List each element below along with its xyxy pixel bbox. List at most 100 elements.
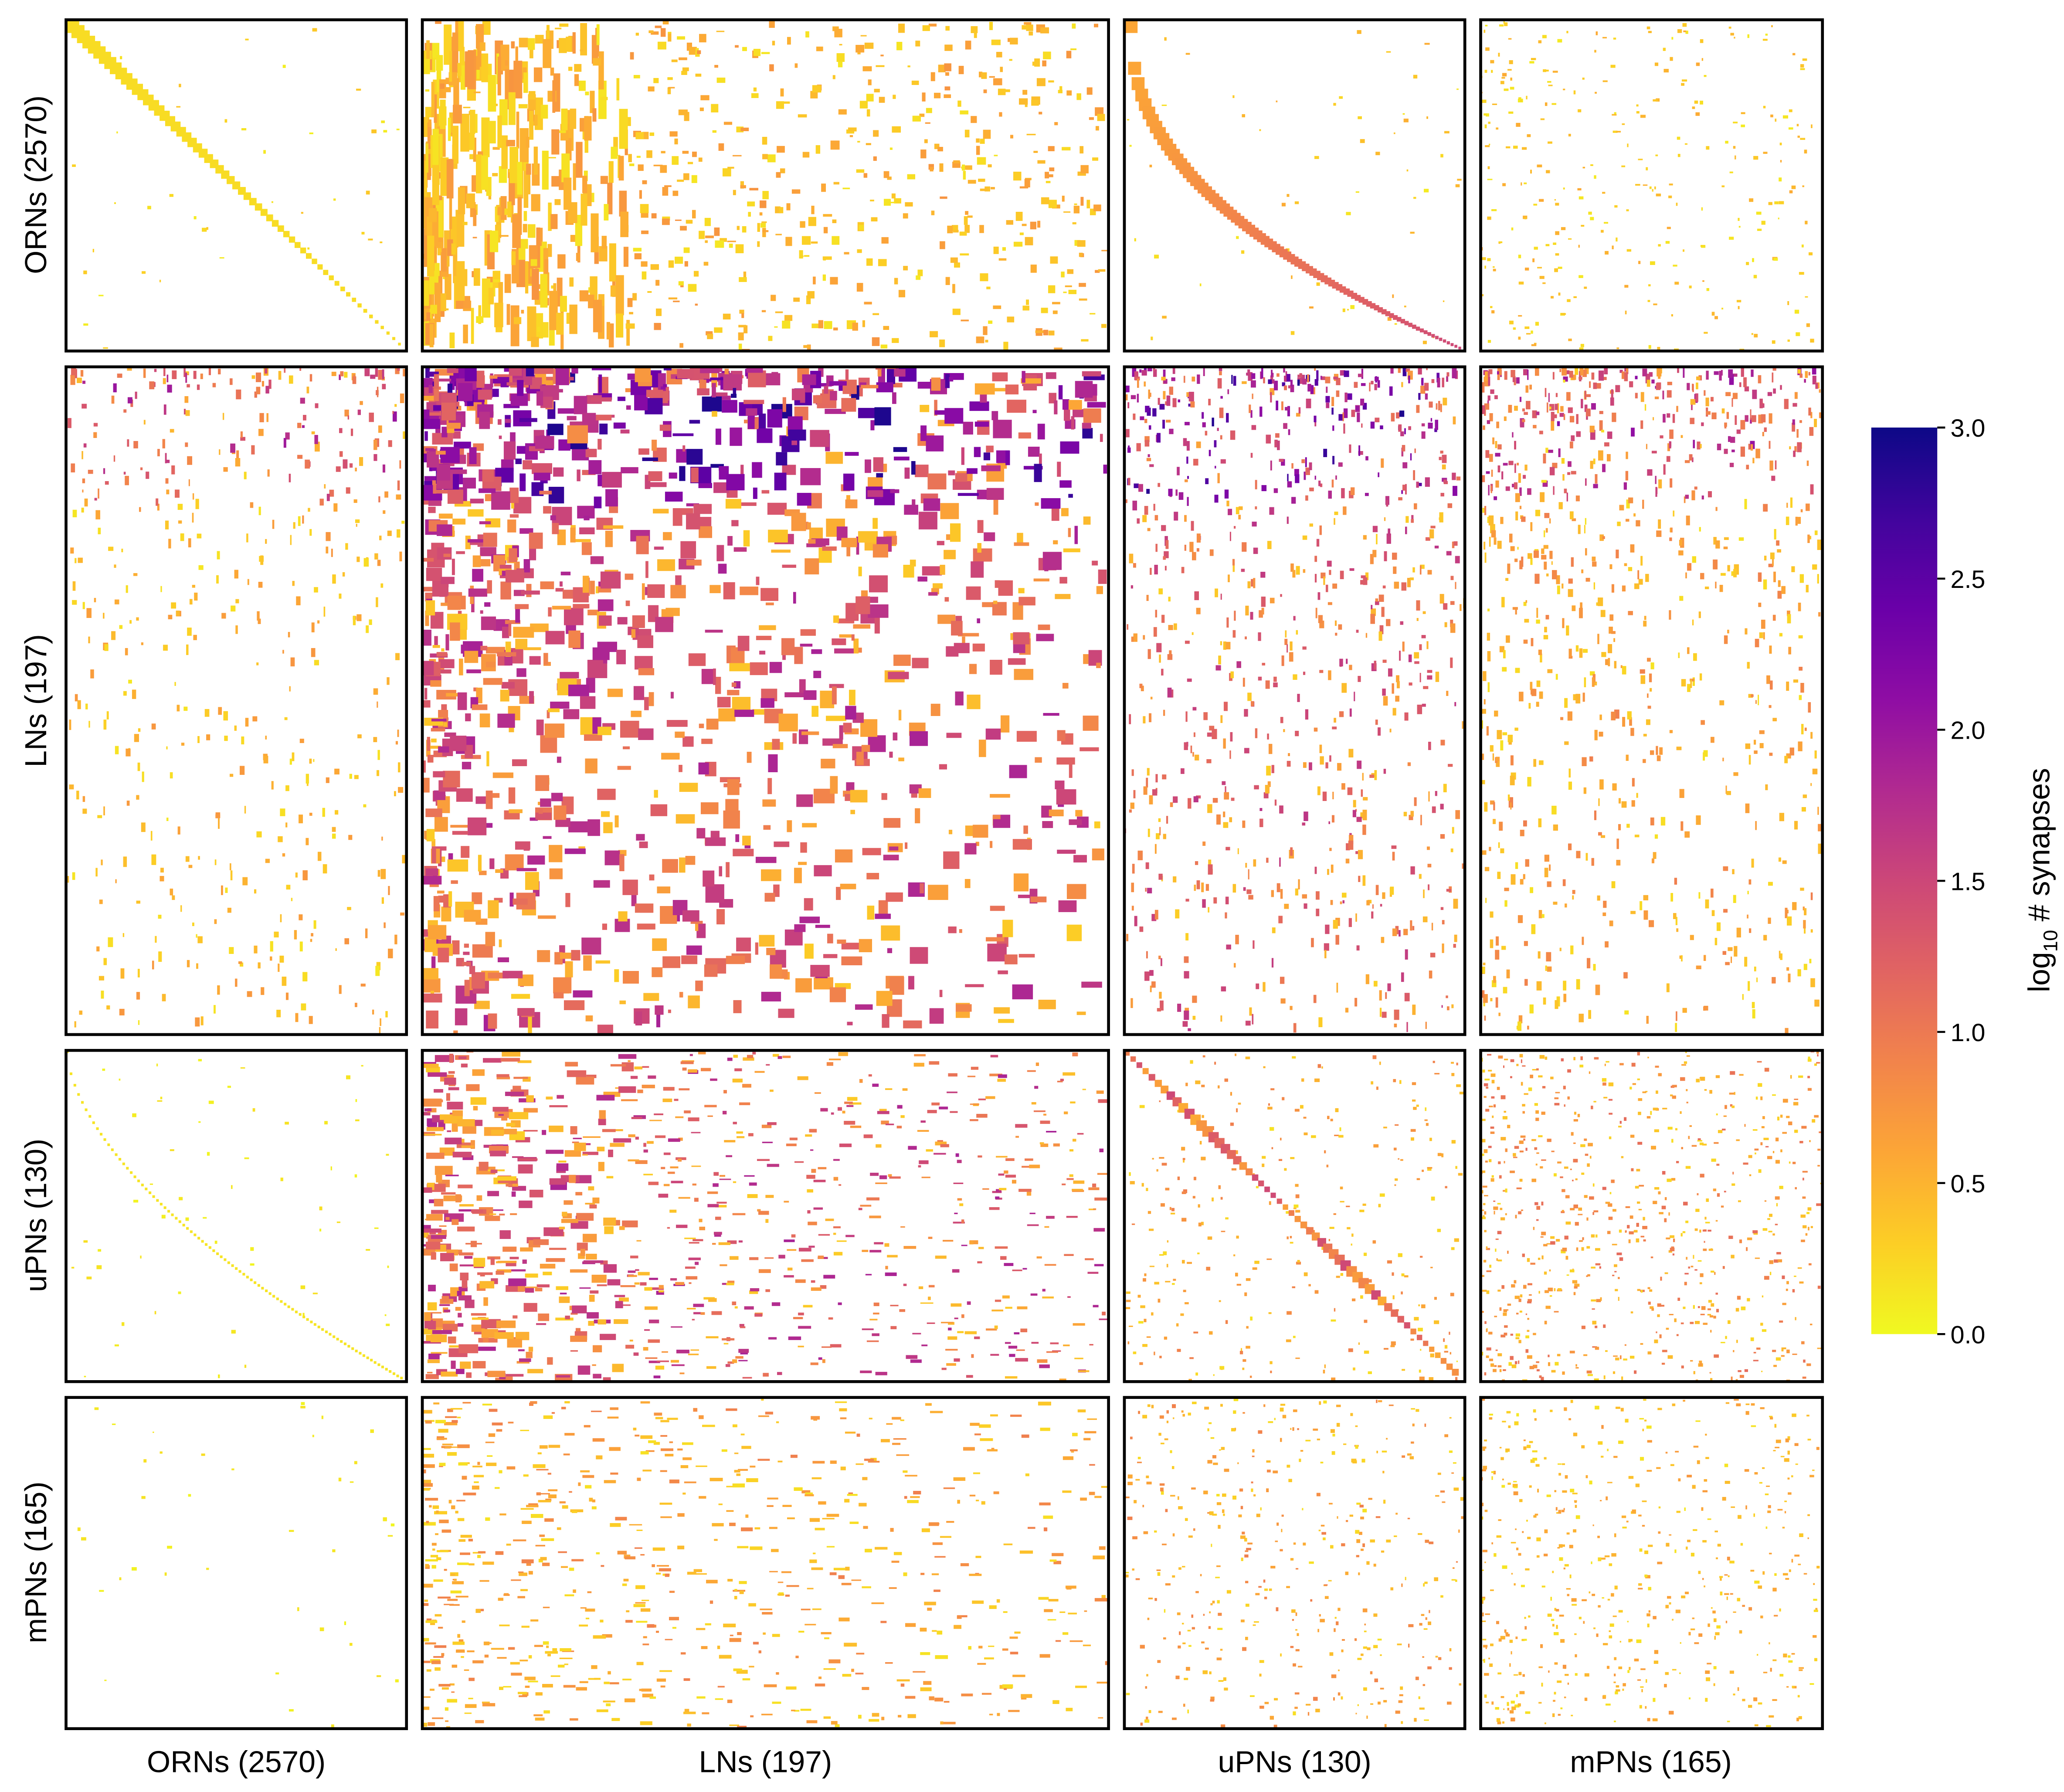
heatmap-cell-orns-to-lns <box>759 212 763 216</box>
heatmap-cell-lns-to-orns <box>384 491 388 498</box>
heatmap-cell-lns-to-mpns <box>1490 939 1494 948</box>
heatmap-cell-lns-to-upns <box>1422 703 1426 707</box>
heatmap-cell-lns-to-orns <box>136 795 139 800</box>
heatmap-cell-orns-to-lns <box>732 155 742 156</box>
heatmap-cell-lns-to-upns <box>1422 611 1426 614</box>
heatmap-cell-lns-to-upns <box>1371 608 1376 616</box>
heatmap-cell-lns-to-orns <box>70 374 75 385</box>
heatmap-cell-lns-to-mpns <box>1608 658 1610 666</box>
heatmap-cell-orns-to-lns <box>1046 174 1053 177</box>
heatmap-cell-lns-to-mpns <box>1611 881 1616 889</box>
heatmap-cell-lns-to-upns <box>1329 755 1331 762</box>
heatmap-cell-orns-to-mpns <box>1627 143 1629 147</box>
heatmap-cell-lns-to-upns <box>1222 781 1226 785</box>
heatmap-cell-orns-to-mpns <box>1493 268 1496 272</box>
heatmap-cell-orns-to-mpns <box>1490 60 1494 64</box>
heatmap-cell-lns-to-upns <box>1304 472 1306 480</box>
heatmap-cell-lns-to-upns <box>1401 582 1407 591</box>
heatmap-cell-lns-to-upns <box>1230 430 1236 440</box>
heatmap-cell-lns-to-orns <box>193 635 197 640</box>
heatmap-cell-lns-to-mpns <box>1481 709 1486 714</box>
heatmap-cell-lns-to-lns <box>876 382 893 393</box>
heatmap-cell-orns-to-lns <box>988 320 993 324</box>
heatmap-cell-lns-to-lns <box>973 548 992 562</box>
heatmap-cell-lns-to-mpns <box>1676 928 1679 932</box>
heatmap-cell-lns-to-lns <box>447 859 468 872</box>
heatmap-cell-lns-to-upns <box>1190 401 1195 408</box>
heatmap-cell-lns-to-upns <box>1196 608 1201 614</box>
heatmap-cell-lns-to-orns <box>282 853 285 857</box>
heatmap-cell-lns-to-upns <box>1192 632 1194 635</box>
heatmap-cell-lns-to-orns <box>82 796 85 802</box>
heatmap-cell-orns-to-mpns <box>1506 146 1511 149</box>
heatmap-cell-lns-to-lns <box>974 421 989 427</box>
heatmap-cell-lns-to-upns <box>1141 686 1144 692</box>
heatmap-cell-lns-to-lns <box>437 547 452 560</box>
heatmap-cell-lns-to-lns <box>858 531 878 543</box>
heatmap-cell-lns-to-lns <box>1053 540 1058 545</box>
heatmap-cell-orns-to-mpns <box>1484 70 1487 73</box>
heatmap-cell-lns-to-lns <box>599 423 608 434</box>
heatmap-cell-lns-to-lns <box>452 940 460 955</box>
heatmap-cell-lns-to-lns <box>601 811 610 817</box>
heatmap-cell-orns-to-lns <box>881 237 889 244</box>
heatmap-cell-orns-to-lns <box>499 235 509 237</box>
heatmap-cell-lns-to-upns <box>1418 368 1422 375</box>
heatmap-cell-lns-to-upns <box>1404 428 1406 434</box>
heatmap-cell-lns-to-mpns <box>1491 469 1493 477</box>
heatmap-cell-lns-to-lns <box>939 990 943 997</box>
heatmap-cell-lns-to-mpns <box>1747 914 1748 919</box>
heatmap-cell-lns-to-mpns <box>1607 431 1612 439</box>
heatmap-cell-lns-to-upns <box>1417 704 1422 714</box>
heatmap-cell-lns-to-orns <box>236 389 241 400</box>
heatmap-cell-lns-to-lns <box>910 947 928 964</box>
heatmap-cell-lns-to-mpns <box>1514 406 1518 411</box>
heatmap-cell-lns-to-mpns <box>1732 373 1738 377</box>
heatmap-cell-lns-to-upns <box>1243 887 1246 891</box>
heatmap-cell-lns-to-lns <box>878 900 888 917</box>
heatmap-cell-lns-to-upns <box>1384 551 1387 561</box>
heatmap-cell-lns-to-mpns <box>1643 621 1647 627</box>
heatmap-cell-lns-to-orns <box>303 414 306 421</box>
heatmap-cell-orns-to-mpns <box>1539 199 1544 202</box>
heatmap-cell-lns-to-upns <box>1282 382 1286 387</box>
heatmap-cell-lns-to-orns <box>265 539 267 544</box>
heatmap-cell-orns-to-lns <box>776 172 781 178</box>
heatmap-cell-lns-to-mpns <box>1551 420 1555 431</box>
heatmap-cell-orns-to-lns <box>526 163 531 175</box>
heatmap-cell-lns-to-orns <box>157 503 160 511</box>
heatmap-cell-lns-to-upns <box>1339 711 1344 717</box>
heatmap-cell-lns-to-lns <box>435 489 455 494</box>
heatmap-cell-orns-to-lns <box>998 258 1007 261</box>
heatmap-cell-lns-to-orns <box>95 510 100 519</box>
heatmap-cell-lns-to-upns <box>1384 517 1386 521</box>
heatmap-cell-lns-to-upns <box>1144 381 1146 387</box>
heatmap-cell-lns-to-mpns <box>1630 728 1634 736</box>
heatmap-cell-lns-to-lns <box>798 862 807 865</box>
heatmap-cell-lns-to-lns <box>722 400 737 413</box>
heatmap-cell-orns-to-lns <box>635 33 639 36</box>
heatmap-cell-lns-to-mpns <box>1544 627 1547 633</box>
heatmap-cell-lns-to-upns <box>1342 900 1345 903</box>
heatmap-cell-lns-to-upns <box>1425 1022 1427 1029</box>
heatmap-cell-orns-to-lns <box>1080 146 1084 154</box>
heatmap-cell-lns-to-orns <box>395 741 398 745</box>
heatmap-cell-orns-to-lns <box>629 312 633 315</box>
heatmap-cell-orns-to-lns <box>1024 179 1030 187</box>
heatmap-cell-lns-to-mpns <box>1568 407 1573 413</box>
heatmap-cell-lns-to-lns <box>509 809 523 813</box>
heatmap-cell-lns-to-upns <box>1455 810 1460 819</box>
heatmap-cell-lns-to-mpns <box>1798 635 1803 638</box>
heatmap-cell-lns-to-orns <box>143 420 146 425</box>
heatmap-cell-lns-to-lns <box>868 604 889 618</box>
heatmap-cell-orns-to-lns <box>1065 285 1072 287</box>
heatmap-cell-orns-to-mpns <box>1484 124 1487 129</box>
heatmap-cell-lns-to-upns <box>1421 635 1426 638</box>
heatmap-cell-lns-to-mpns <box>1781 586 1786 594</box>
heatmap-cell-lns-to-lns <box>557 408 577 414</box>
heatmap-cell-orns-to-mpns <box>1681 83 1685 86</box>
heatmap-cell-orns-to-lns <box>983 129 991 139</box>
heatmap-cell-lns-to-mpns <box>1769 460 1773 471</box>
heatmap-cell-orns-to-mpns <box>1590 164 1593 166</box>
heatmap-cell-lns-to-upns <box>1410 811 1414 817</box>
